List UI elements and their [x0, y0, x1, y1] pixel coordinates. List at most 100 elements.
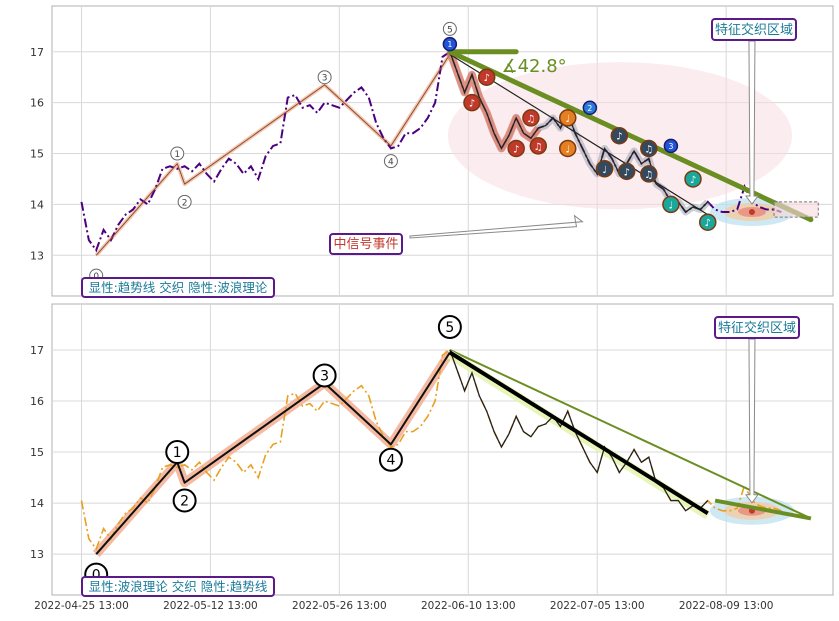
indicator-label-box — [81, 576, 275, 597]
note-marker-label: ♪ — [624, 167, 630, 178]
x-tick-label: 2022-05-26 13:00 — [292, 600, 387, 612]
price-line — [80, 348, 782, 551]
y-tick-label: 13 — [30, 548, 44, 561]
wave-label: 5 — [447, 25, 453, 35]
wave-label-circle — [312, 363, 337, 388]
note-marker-label: ♪ — [690, 175, 696, 186]
note-marker — [640, 165, 658, 183]
note-marker — [617, 162, 636, 181]
wave-label: 1 — [173, 445, 182, 461]
wave-label-circle — [437, 314, 462, 339]
note-marker-label: 1 — [447, 40, 452, 49]
note-marker — [684, 170, 702, 188]
note-marker-label: ♫ — [534, 142, 543, 153]
note-marker — [477, 68, 496, 86]
wave-label: 5 — [445, 320, 454, 336]
zone-box — [773, 201, 819, 218]
y-tick-label: 14 — [30, 497, 44, 510]
note-marker — [529, 137, 548, 155]
x-tick-label: 2022-06-10 13:00 — [421, 600, 516, 612]
y-tick-label: 17 — [30, 344, 44, 357]
top-panel: 1314151617∡42.8°1♪♪♪♫♫♩♩2♩♪♪♫♫3♩♪♪中信号事件0… — [30, 5, 834, 298]
price-line — [80, 50, 782, 253]
note-marker — [442, 36, 458, 52]
wave-line — [95, 54, 451, 256]
signal-label: 中信号事件 — [333, 237, 398, 252]
note-marker — [663, 138, 679, 154]
wave-label-circle — [177, 194, 192, 209]
note-marker — [559, 109, 577, 127]
y-tick-label: 13 — [30, 249, 44, 262]
note-marker-label: ♪ — [513, 144, 519, 155]
note-marker-label: ♪ — [484, 73, 490, 84]
wave-label: 4 — [386, 453, 395, 469]
y-tick-label: 15 — [30, 148, 44, 161]
note-marker-label: ♪ — [616, 132, 622, 143]
note-marker — [698, 213, 717, 231]
note-marker — [559, 139, 577, 158]
wave-label-circle — [442, 21, 457, 36]
trend-line-lower — [448, 350, 709, 516]
x-axis: 2022-04-25 13:00 2022-05-12 13:00 2022-05-… — [34, 600, 773, 612]
indicator-label: 显性:波浪理论 交织 隐性:趋势线 — [89, 579, 268, 594]
y-tick-label: 14 — [30, 198, 44, 211]
feature-arrow — [744, 40, 759, 205]
note-marker-label: ♫ — [526, 114, 535, 125]
signal-label-box — [329, 233, 403, 255]
x-tick-label: 2022-04-25 13:00 — [34, 600, 129, 612]
x-tick-label: 2022-07-05 13:00 — [550, 600, 645, 612]
wave-label: 1 — [174, 150, 180, 160]
note-marker-label: 2 — [587, 104, 592, 113]
note-marker-label: ♪ — [469, 99, 475, 110]
wave-label: 3 — [320, 368, 329, 384]
y-tick-label: 17 — [30, 46, 44, 59]
note-marker — [662, 195, 680, 214]
feature-label-box — [714, 316, 800, 339]
note-marker-label: ♪ — [705, 218, 711, 229]
y-tick-label: 16 — [30, 395, 44, 408]
note-marker-label: ♩ — [602, 165, 607, 176]
wave-label: 2 — [180, 494, 189, 510]
wave-label-circle — [383, 154, 398, 169]
wave-label-circle — [317, 70, 332, 85]
wave-line — [95, 351, 451, 555]
note-marker-label: ♫ — [644, 144, 653, 155]
wave-label-circle — [170, 146, 185, 161]
y-tick-label: 15 — [30, 446, 44, 459]
note-marker — [610, 126, 629, 145]
note-marker-label: ♩ — [565, 144, 570, 155]
note-marker — [640, 139, 658, 158]
angle-label: ∡42.8° — [501, 56, 566, 77]
note-marker — [463, 93, 481, 112]
feature-label-box — [711, 18, 797, 41]
trend-line-upper-end — [714, 498, 812, 521]
wave-label: 4 — [388, 158, 394, 168]
wave-label-circle — [165, 440, 190, 465]
indicator-label-box — [81, 277, 275, 298]
downtrend-line — [449, 51, 709, 213]
downtrend-line — [449, 349, 709, 512]
feature-arrow — [744, 338, 759, 504]
wave-label: 0 — [92, 568, 101, 584]
note-marker — [595, 160, 614, 178]
note-marker-label: ♩ — [565, 114, 570, 125]
note-marker — [582, 100, 598, 116]
wave-label: 3 — [322, 74, 328, 84]
wave-label: 2 — [182, 198, 188, 208]
x-tick-label: 2022-08-09 13:00 — [679, 600, 774, 612]
wave-label-circle — [378, 447, 403, 472]
note-marker-label: ♩ — [669, 200, 674, 211]
feature-label: 特征交织区域 — [715, 22, 793, 38]
note-marker — [522, 109, 540, 127]
note-marker-label: 3 — [668, 142, 673, 151]
y-tick-label: 16 — [30, 97, 44, 110]
feature-zone-center — [748, 209, 755, 216]
note-marker-label: ♫ — [644, 170, 653, 181]
wave-label-circle — [172, 488, 197, 513]
feature-label: 特征交织区域 — [718, 320, 796, 336]
x-tick-label: 2022-05-12 13:00 — [163, 600, 258, 612]
note-marker — [507, 139, 525, 158]
indicator-label: 显性:趋势线 交织 隐性:波浪理论 — [89, 280, 268, 295]
